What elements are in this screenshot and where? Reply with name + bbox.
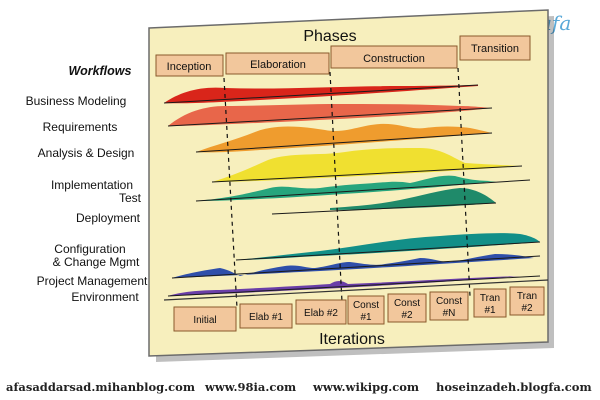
workflow-curves [163,84,541,297]
workflow-labels: Business Modeling Requirements Analysis … [26,94,148,304]
iteration-elab-2: Elab #2 [304,308,338,319]
footer-link-afasaddarsad[interactable]: afasaddarsad.mihanblog.com [6,380,195,394]
iterations-baseline [163,279,549,301]
footer-links: afasaddarsad.mihanblog.com www.98ia.com … [6,380,592,394]
footer-link-98ia[interactable]: www.98ia.com [204,380,296,394]
iteration-initial: Initial [193,315,216,326]
curve-project-management [172,254,534,278]
workflows-heading: Workflows [69,64,132,78]
iteration-const-n-number: #N [443,308,456,319]
phase-construction: Construction [363,53,425,65]
iteration-const-2-label: Const [394,298,420,309]
workflow-label-deployment: Deployment [76,211,141,225]
curve-deployment [330,188,496,210]
iteration-tran-2-label: Tran [517,291,537,302]
iteration-tran-1-label: Tran [480,293,500,304]
curve-requirements [168,104,492,126]
workflow-label-analysis-design: Analysis & Design [38,146,135,160]
iteration-row: Initial Elab #1 Elab #2 Const #1 Const #… [173,286,545,332]
phase-transition: Transition [471,43,519,55]
iterations-title: Iterations [319,331,385,348]
footer-link-hoseinzadeh[interactable]: hoseinzadeh.blogfa.com [436,380,592,394]
workflow-label-implementation: Implementation [51,178,133,192]
footer-link-wikipg[interactable]: www.wikipg.com [312,380,419,394]
workflow-label-change-mgmt: & Change Mgmt [53,255,140,269]
phase-inception: Inception [167,61,212,73]
iteration-const-1-number: #1 [360,312,372,323]
curve-test [196,175,496,201]
workflow-label-requirements: Requirements [43,120,118,134]
curve-analysis-design [196,123,492,153]
iteration-tran-1-number: #1 [484,305,496,316]
phase-dividers [223,67,471,309]
workflow-label-environment: Environment [71,290,139,304]
phase-row: Inception Elaboration Construction Trans… [155,35,531,77]
workflow-label-project-management: Project Management [37,274,148,288]
workflow-label-configuration: Configuration [54,242,125,256]
workflow-label-test: Test [119,191,142,205]
workflow-label-business-modeling: Business Modeling [26,94,127,108]
iteration-const-n-label: Const [436,296,462,307]
curve-implementation [212,148,522,182]
phases-title: Phases [303,28,356,45]
curve-configuration [236,233,540,260]
phase-elaboration: Elaboration [250,59,306,71]
iteration-tran-2-number: #2 [521,303,533,314]
iteration-const-1-label: Const [353,300,379,311]
iteration-const-2-number: #2 [401,310,413,321]
iteration-elab-1: Elab #1 [249,312,283,323]
